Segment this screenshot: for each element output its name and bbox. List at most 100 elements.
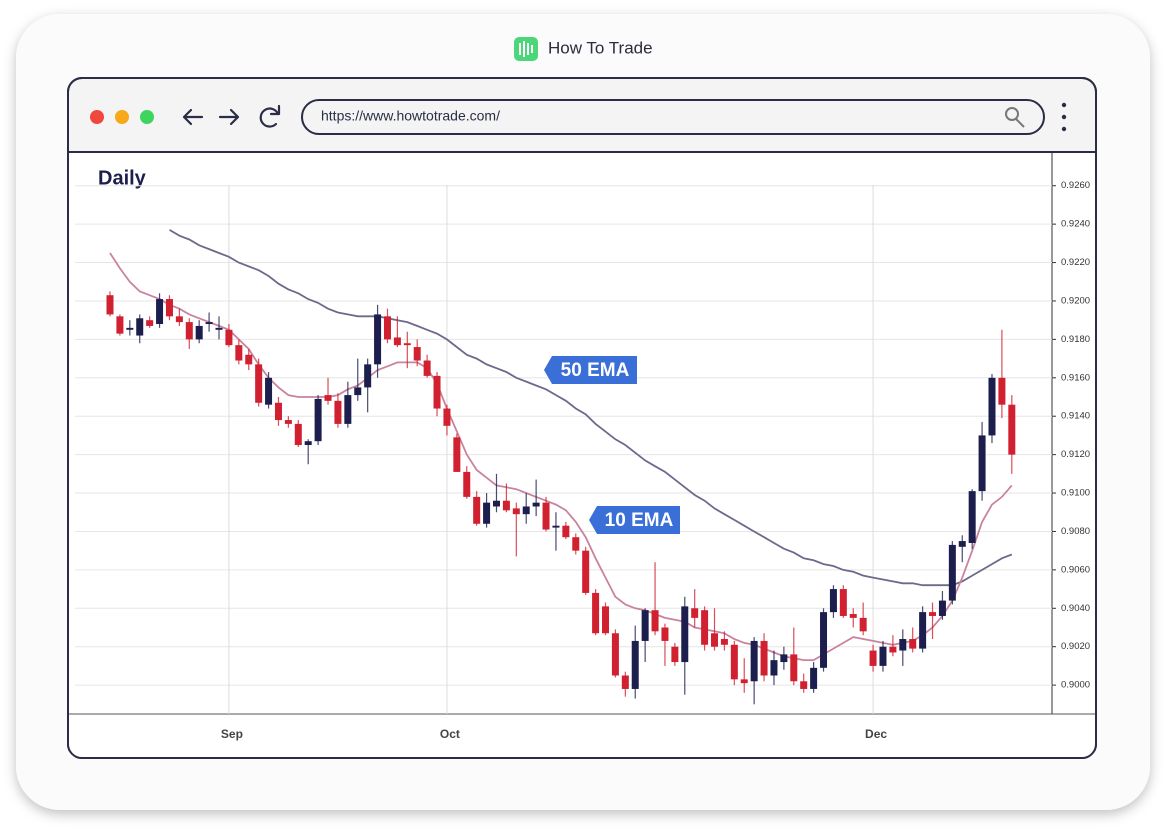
- candle-body: [790, 654, 798, 682]
- menu-button[interactable]: [1061, 102, 1067, 132]
- candle-body: [156, 299, 164, 325]
- candle-body: [453, 437, 461, 472]
- candle-body: [443, 408, 451, 426]
- forward-button[interactable]: [218, 108, 240, 126]
- candle-body: [354, 387, 362, 396]
- candle-body: [820, 612, 828, 668]
- candle-body: [730, 644, 738, 680]
- candle-body: [165, 299, 173, 317]
- candle-body: [750, 640, 758, 682]
- candle-body: [671, 646, 679, 663]
- y-tick-label: 0.9000: [1061, 680, 1090, 691]
- candle-body: [839, 589, 847, 616]
- address-bar[interactable]: [301, 99, 1045, 135]
- candle-body: [522, 506, 530, 515]
- candle-body: [473, 496, 481, 524]
- y-tick-label: 0.9240: [1061, 219, 1090, 230]
- candle-body: [810, 667, 818, 689]
- search-icon[interactable]: [1005, 107, 1025, 128]
- candle-body: [691, 608, 699, 618]
- candle-body: [780, 654, 788, 663]
- candle-body: [463, 471, 471, 497]
- candle-body: [483, 502, 491, 524]
- callout-box: [589, 506, 680, 534]
- candle-body: [294, 423, 302, 446]
- y-tick-label: 0.9260: [1061, 180, 1090, 191]
- candle-body: [661, 627, 669, 641]
- candle-body: [988, 377, 996, 436]
- candle-body: [948, 544, 956, 601]
- candle-body: [968, 491, 976, 543]
- candle-body: [512, 508, 520, 515]
- candle-body: [136, 318, 144, 336]
- y-tick-label: 0.9100: [1061, 488, 1090, 499]
- y-tick-label: 0.9160: [1061, 372, 1090, 383]
- candle-body: [929, 612, 937, 616]
- candle-body: [364, 364, 372, 388]
- y-tick-label: 0.9220: [1061, 257, 1090, 268]
- candle-body: [324, 395, 332, 401]
- candle-body: [146, 320, 154, 326]
- url: https://www.howtotrade.com/: [321, 108, 500, 124]
- maximize-dot[interactable]: [140, 110, 154, 124]
- candle-body: [492, 500, 500, 507]
- candle-body: [175, 316, 183, 323]
- back-button[interactable]: [182, 108, 204, 126]
- chart-title: Daily: [98, 167, 147, 189]
- candle-body: [1008, 404, 1016, 455]
- candle-body: [185, 322, 193, 340]
- candle-body: [383, 316, 391, 340]
- y-tick-label: 0.9080: [1061, 526, 1090, 537]
- candle-body: [889, 646, 897, 653]
- candle-body: [909, 639, 917, 649]
- candle-body: [572, 537, 580, 551]
- candle-body: [978, 435, 986, 492]
- candle-body: [611, 633, 619, 676]
- reload-button[interactable]: [259, 104, 281, 128]
- candle-body: [562, 525, 570, 538]
- y-tick-label: 0.9020: [1061, 641, 1090, 652]
- candle-body: [344, 395, 352, 424]
- candle-body: [919, 612, 927, 649]
- candle-body: [334, 400, 342, 424]
- candle-body: [770, 660, 778, 676]
- candle-body: [502, 500, 510, 511]
- candle-body: [760, 640, 768, 676]
- candle-body: [552, 525, 560, 528]
- callout-50: 50 EMA: [544, 356, 637, 384]
- callout-label: 50 EMA: [561, 360, 630, 381]
- close-dot[interactable]: [90, 110, 104, 124]
- brand: How To Trade: [514, 37, 653, 61]
- candle-body: [423, 360, 431, 376]
- callout-box: [544, 356, 637, 384]
- y-tick-label: 0.9180: [1061, 334, 1090, 345]
- candle-body: [592, 592, 600, 634]
- y-tick-label: 0.9140: [1061, 411, 1090, 422]
- app-name: How To Trade: [548, 38, 653, 57]
- candle-body: [413, 347, 421, 361]
- candle-body: [205, 322, 213, 325]
- candle-body: [800, 681, 808, 689]
- candle-body: [582, 550, 590, 593]
- candle-body: [245, 354, 253, 365]
- candle-body: [126, 327, 134, 330]
- y-tick-label: 0.9060: [1061, 564, 1090, 575]
- ema-line: [169, 229, 1013, 587]
- x-tick-label: Oct: [440, 727, 460, 741]
- y-tick-label: 0.9200: [1061, 295, 1090, 306]
- candle-body: [374, 314, 382, 365]
- candle-body: [651, 610, 659, 632]
- window-border: [67, 77, 1097, 759]
- candle-body: [265, 377, 273, 405]
- candle-body: [116, 316, 124, 334]
- candle-body: [284, 420, 292, 424]
- candle-body: [393, 337, 401, 346]
- candle-body: [631, 640, 639, 689]
- candle-body: [641, 610, 649, 641]
- minimize-dot[interactable]: [115, 110, 129, 124]
- plot: [106, 229, 1016, 705]
- candle-body: [998, 377, 1006, 405]
- candle-body: [720, 639, 728, 645]
- x-tick-label: Dec: [865, 727, 887, 741]
